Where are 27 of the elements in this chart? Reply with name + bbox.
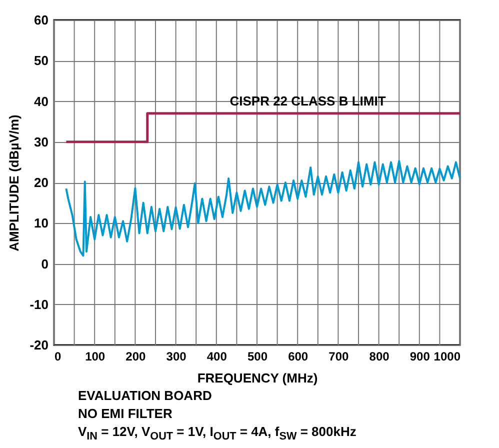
x-tick-label: 500 [247,350,268,364]
y-tick-label: 50 [34,53,48,68]
y-tick-label: 40 [34,94,48,109]
y-axis-title: AMPLITUDE (dBµV/m) [6,114,22,252]
y-tick-label: 10 [34,216,48,231]
y-tick-label: -20 [30,338,48,352]
x-tick-label: 100 [85,350,106,364]
x-tick-label: 1000 [434,350,461,364]
x-tick-label: 900 [410,350,430,364]
x-tick-label: 700 [328,350,350,364]
y-tick-label: 0 [41,256,48,272]
x-tick-label: 200 [126,350,146,364]
x-tick-label: 800 [369,350,390,364]
x-tick-label: 400 [206,350,228,364]
text: V$_{IN}$ = 12V, V$_{OUT}$ = 1V, I$_{OUT}$ = 4A, f$_{SW}$ = 800kHz [78,424,356,443]
x-tick-label: 0 [54,350,62,364]
annotation: CISPR 22 CLASS B LIMIT [230,93,386,108]
y-tick-label: 60 [34,12,48,28]
y-tick-label: 20 [34,175,48,190]
y-tick-label: -10 [30,296,48,312]
x-tick-label: 600 [288,350,308,364]
x-axis-title: FREQUENCY (MHz) [197,370,318,386]
x-tick-label: 300 [166,350,187,364]
text: EVALUATION BOARD [78,387,213,405]
y-tick-label: 30 [34,134,48,150]
line-series [65,160,460,257]
text: NO EMI FILTER [78,405,174,423]
